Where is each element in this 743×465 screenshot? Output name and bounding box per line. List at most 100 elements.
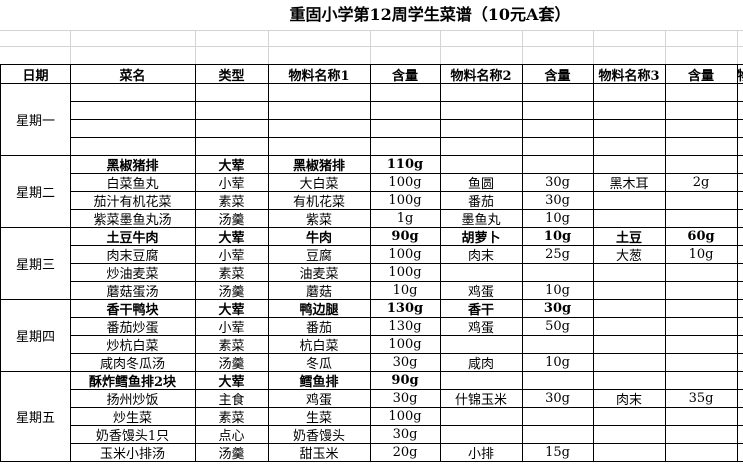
cell: 土豆牛肉 xyxy=(70,227,196,246)
cell xyxy=(737,425,743,444)
cell xyxy=(440,407,523,426)
cell xyxy=(593,335,666,354)
cell: 番茄 xyxy=(268,317,371,336)
cell xyxy=(665,101,738,120)
cell: 土豆 xyxy=(593,227,666,246)
cell xyxy=(665,119,738,138)
cell xyxy=(593,353,666,372)
cell: 小荤 xyxy=(195,245,269,264)
cell: 咸肉 xyxy=(440,353,523,372)
cell: 油麦菜 xyxy=(268,263,371,282)
cell: 胡萝卜 xyxy=(440,227,523,246)
cell: 肉末 xyxy=(593,389,666,408)
cell: 什锦玉米 xyxy=(440,389,523,408)
cell xyxy=(195,119,269,138)
cell: 大葱 xyxy=(593,245,666,264)
cell xyxy=(593,407,666,426)
cell xyxy=(665,155,738,174)
cell: 30g xyxy=(370,425,441,444)
cell: 110g xyxy=(370,155,441,174)
gridline xyxy=(268,30,269,64)
cell xyxy=(195,137,269,156)
cell xyxy=(737,119,743,138)
cell: 含量 xyxy=(522,64,594,84)
cell xyxy=(665,407,738,426)
cell xyxy=(195,83,269,102)
cell: 小荤 xyxy=(195,173,269,192)
cell: 豆腐 xyxy=(268,245,371,264)
gridline xyxy=(0,46,743,47)
cell: 日期 xyxy=(0,64,71,84)
cell: 番茄 xyxy=(440,191,523,210)
cell: 黑椒猪排 xyxy=(268,155,371,174)
cell xyxy=(665,191,738,210)
cell xyxy=(522,263,594,282)
cell xyxy=(370,137,441,156)
cell xyxy=(737,83,743,102)
cell: 物料名称1 xyxy=(268,64,371,84)
cell: 扬州炒饭 xyxy=(70,389,196,408)
cell: 90g xyxy=(370,227,441,246)
cell xyxy=(593,83,666,102)
cell xyxy=(440,119,523,138)
cell: 炒油麦菜 xyxy=(70,263,196,282)
cell: 汤羹 xyxy=(195,353,269,372)
gridline xyxy=(70,30,71,64)
cell: 星期四 xyxy=(0,299,71,372)
cell xyxy=(440,371,523,390)
cell: 素菜 xyxy=(195,335,269,354)
cell: 素菜 xyxy=(195,407,269,426)
cell xyxy=(665,209,738,228)
cell: 杭白菜 xyxy=(268,335,371,354)
cell xyxy=(593,137,666,156)
cell: 鱼圆 xyxy=(440,173,523,192)
gridline xyxy=(440,30,441,64)
gridline xyxy=(737,30,738,64)
cell xyxy=(593,155,666,174)
cell xyxy=(522,371,594,390)
cell: 甜玉米 xyxy=(268,443,371,462)
cell: 大白菜 xyxy=(268,173,371,192)
cell xyxy=(70,101,196,120)
cell: 星期一 xyxy=(0,83,71,156)
cell: 50g xyxy=(522,317,594,336)
cell: 35g xyxy=(665,389,738,408)
cell xyxy=(737,263,743,282)
cell: 10g xyxy=(522,209,594,228)
cell: 30g xyxy=(370,389,441,408)
cell xyxy=(737,209,743,228)
cell: 咸肉冬瓜汤 xyxy=(70,353,196,372)
cell xyxy=(593,263,666,282)
gridline xyxy=(370,30,371,64)
cell: 130g xyxy=(370,317,441,336)
cell xyxy=(665,263,738,282)
cell xyxy=(737,407,743,426)
cell xyxy=(593,101,666,120)
cell xyxy=(665,371,738,390)
cell: 含量 xyxy=(665,64,738,84)
cell: 10g xyxy=(370,281,441,300)
cell: 60g xyxy=(665,227,738,246)
cell xyxy=(665,443,738,462)
cell: 菜名 xyxy=(70,64,196,84)
cell: 30g xyxy=(522,389,594,408)
cell xyxy=(593,209,666,228)
cell: 大荤 xyxy=(195,227,269,246)
cell: 鳕鱼排 xyxy=(268,371,371,390)
cell: 白菜鱼丸 xyxy=(70,173,196,192)
cell: 酥炸鳕鱼排2块 xyxy=(70,371,196,390)
cell xyxy=(737,137,743,156)
cell xyxy=(593,281,666,300)
cell xyxy=(522,335,594,354)
cell: 100g xyxy=(370,335,441,354)
cell: 10g xyxy=(522,281,594,300)
cell xyxy=(737,191,743,210)
cell xyxy=(737,353,743,372)
cell xyxy=(522,137,594,156)
cell: 含量 xyxy=(370,64,441,84)
cell: 冬瓜 xyxy=(268,353,371,372)
cell: 100g xyxy=(370,263,441,282)
cell: 130g xyxy=(370,299,441,318)
cell xyxy=(737,335,743,354)
cell xyxy=(737,101,743,120)
